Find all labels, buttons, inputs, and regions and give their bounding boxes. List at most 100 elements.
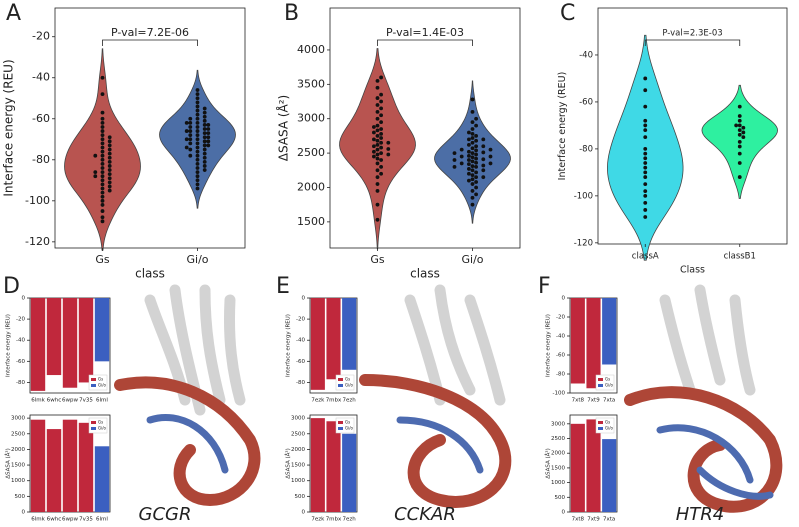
data-point bbox=[375, 156, 380, 161]
data-point bbox=[107, 184, 112, 189]
data-point bbox=[93, 170, 98, 175]
data-point bbox=[100, 120, 105, 125]
x-tick-label: 7mbx bbox=[326, 517, 342, 523]
data-point bbox=[467, 142, 471, 147]
data-point bbox=[100, 209, 105, 213]
data-point bbox=[470, 97, 475, 102]
data-point bbox=[107, 188, 112, 193]
data-point bbox=[107, 135, 112, 140]
bar bbox=[326, 421, 341, 512]
panel-label: A bbox=[6, 1, 21, 26]
data-point bbox=[643, 189, 648, 194]
data-point bbox=[470, 109, 475, 114]
data-point bbox=[737, 151, 742, 156]
data-point bbox=[372, 130, 376, 135]
bar bbox=[342, 433, 357, 512]
data-point bbox=[488, 161, 493, 166]
data-point bbox=[470, 127, 475, 131]
y-tick-label: 500 bbox=[555, 495, 566, 501]
data-point bbox=[643, 208, 648, 212]
data-point bbox=[379, 131, 383, 136]
data-point bbox=[375, 138, 380, 143]
data-point bbox=[737, 132, 742, 137]
data-point bbox=[100, 161, 105, 166]
y-tick-label: 1500 bbox=[291, 463, 305, 469]
data-point bbox=[202, 164, 207, 168]
bar bbox=[46, 429, 62, 512]
plot-frame bbox=[329, 7, 521, 249]
y-tick-label: -120 bbox=[574, 238, 593, 248]
data-point bbox=[643, 88, 648, 93]
data-point bbox=[643, 118, 648, 123]
data-point bbox=[100, 219, 105, 224]
data-point bbox=[202, 118, 207, 123]
data-point bbox=[93, 153, 98, 158]
bar bbox=[602, 439, 617, 512]
data-point bbox=[643, 123, 648, 128]
data-point bbox=[470, 182, 475, 186]
data-point bbox=[643, 161, 648, 165]
data-point bbox=[467, 149, 471, 154]
structure-label: GCGR bbox=[139, 504, 192, 525]
data-point bbox=[93, 174, 98, 179]
data-point bbox=[474, 152, 478, 157]
data-point bbox=[195, 129, 200, 133]
bar bbox=[78, 422, 94, 512]
y-axis-label: ΔSASA (Å²) bbox=[545, 448, 552, 478]
data-point bbox=[375, 142, 380, 147]
data-point bbox=[737, 175, 742, 179]
x-tick-label: 7xt8 bbox=[572, 517, 585, 523]
data-point bbox=[470, 177, 475, 182]
y-tick-label: 0 bbox=[302, 510, 306, 516]
legend-swatch bbox=[338, 427, 343, 430]
data-point bbox=[195, 149, 200, 154]
legend-label: Gs bbox=[98, 377, 103, 382]
data-point bbox=[741, 125, 746, 130]
data-point bbox=[467, 158, 471, 162]
legend-label: Gi/o bbox=[605, 426, 614, 431]
legend-label: Gi/o bbox=[98, 426, 107, 431]
data-point bbox=[372, 149, 376, 154]
data-point bbox=[474, 116, 478, 121]
data-point bbox=[643, 146, 648, 151]
y-tick-label: -20 bbox=[556, 315, 565, 321]
data-point bbox=[734, 123, 739, 128]
y-tick-label: 0 bbox=[562, 510, 566, 516]
y-tick-label: 1000 bbox=[551, 480, 565, 486]
data-point bbox=[481, 168, 486, 173]
y-tick-label: 4000 bbox=[297, 43, 325, 56]
legend-label: Gs bbox=[98, 420, 103, 425]
data-point bbox=[481, 137, 486, 142]
data-point bbox=[195, 88, 200, 92]
data-point bbox=[375, 123, 380, 128]
y-tick-label: -40 bbox=[579, 50, 593, 60]
y-tick-label: 1500 bbox=[11, 463, 25, 469]
legend-swatch bbox=[598, 427, 603, 430]
data-point bbox=[474, 138, 478, 143]
data-point bbox=[202, 159, 207, 164]
x-tick-label: 7xta bbox=[603, 398, 615, 404]
legend-label: Gi/o bbox=[345, 383, 354, 388]
data-point bbox=[488, 154, 493, 159]
data-point bbox=[195, 170, 200, 175]
data-point bbox=[206, 135, 211, 140]
x-tick-label: 6lmk bbox=[31, 517, 45, 523]
data-point bbox=[467, 153, 471, 158]
data-point bbox=[195, 92, 200, 97]
y-tick-label: 500 bbox=[295, 494, 306, 500]
data-point bbox=[100, 149, 105, 154]
x-tick-label: 6lml bbox=[96, 398, 108, 404]
y-tick-label: 2500 bbox=[551, 436, 565, 442]
data-point bbox=[379, 151, 383, 156]
x-tick-label: 7xt8 bbox=[572, 398, 585, 404]
x-tick-label: 6whc bbox=[47, 517, 62, 523]
data-point bbox=[206, 127, 211, 131]
data-point bbox=[372, 144, 376, 149]
data-point bbox=[643, 165, 648, 170]
legend-label: Gs bbox=[605, 420, 610, 425]
x-tick-label: 6lml bbox=[96, 517, 108, 523]
data-point bbox=[375, 168, 380, 173]
data-point bbox=[375, 182, 380, 186]
data-point bbox=[202, 168, 207, 172]
data-point bbox=[202, 114, 207, 119]
